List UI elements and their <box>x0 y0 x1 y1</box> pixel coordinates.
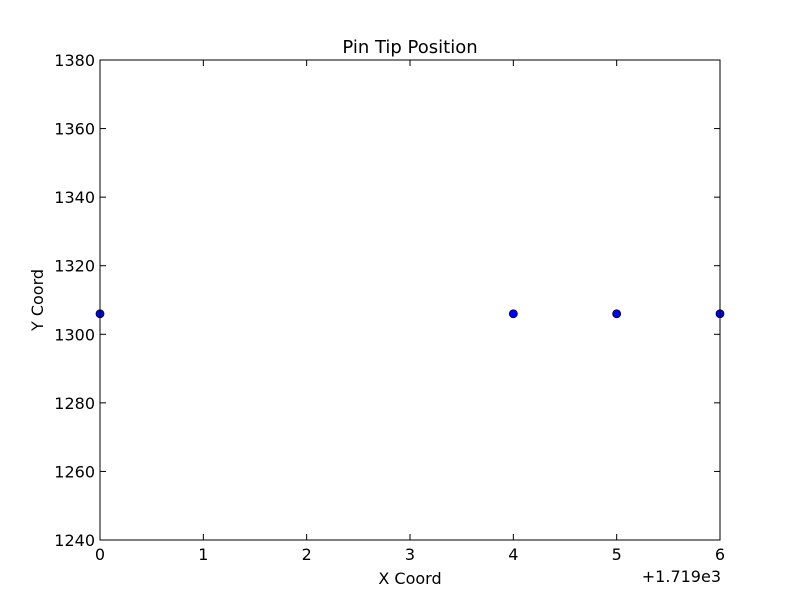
x-offset-label: +1.719e3 <box>642 567 721 586</box>
y-tick-label: 1340 <box>54 188 95 207</box>
x-tick-label: 3 <box>405 545 415 564</box>
x-tick-label: 5 <box>612 545 622 564</box>
x-axis-label: X Coord <box>378 569 441 588</box>
y-tick-label: 1260 <box>54 462 95 481</box>
y-tick-label: 1300 <box>54 325 95 344</box>
data-point <box>508 309 518 319</box>
x-tick-label: 2 <box>302 545 312 564</box>
y-tick-label: 1360 <box>54 120 95 139</box>
y-axis-label: Y Coord <box>28 269 47 332</box>
data-point <box>612 309 622 319</box>
y-tick-label: 1380 <box>54 51 95 70</box>
x-tick-label: 1 <box>198 545 208 564</box>
axis-ticks: 0 1 2 3 4 5 6 1240 1260 1280 1300 1320 1340 1360 1380 <box>54 51 725 564</box>
x-tick-label: 0 <box>95 545 105 564</box>
y-tick-label: 1320 <box>54 257 95 276</box>
plot-frame <box>99 59 721 541</box>
x-tick-label: 4 <box>508 545 518 564</box>
y-tick-label: 1280 <box>54 394 95 413</box>
y-tick-label: 1240 <box>54 531 95 550</box>
x-tick-label: 6 <box>715 545 725 564</box>
chart-title: Pin Tip Position <box>342 37 477 58</box>
